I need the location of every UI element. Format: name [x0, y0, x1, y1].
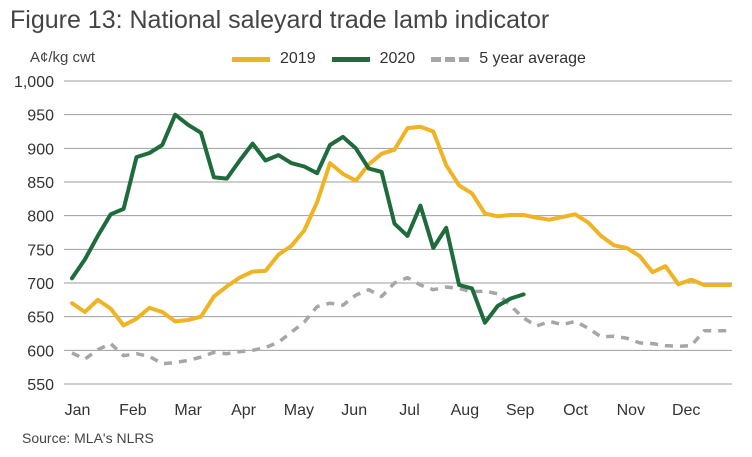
y-tick-label-950: 950	[27, 108, 54, 125]
x-tick-label-nov: Nov	[617, 402, 645, 419]
source-note: Source: MLA's NLRS	[22, 430, 154, 446]
x-tick-label-aug: Aug	[451, 402, 479, 419]
x-tick-label-apr: Apr	[231, 402, 257, 419]
x-tick-label-jul: Jul	[399, 402, 419, 419]
y-tick-label-800: 800	[27, 209, 54, 226]
legend-label-2019: 2019	[280, 50, 316, 67]
y-tick-label-650: 650	[27, 310, 54, 327]
y-tick-label-850: 850	[27, 175, 54, 192]
x-tick-label-jan: Jan	[65, 402, 91, 419]
y-tick-label-700: 700	[27, 276, 54, 293]
x-tick-label-oct: Oct	[563, 402, 588, 419]
legend-label-5-year-average: 5 year average	[479, 50, 586, 67]
legend-item-5-year-average: 5 year average	[431, 50, 586, 68]
y-tick-label-900: 900	[27, 141, 54, 158]
x-tick-label-sep: Sep	[506, 402, 535, 419]
legend-label-2020: 2020	[379, 50, 416, 67]
y-tick-label-600: 600	[27, 343, 54, 360]
y-tick-label-1000: 1,000	[14, 74, 54, 91]
x-tick-label-jun: Jun	[341, 402, 367, 419]
x-tick-label-may: May	[284, 402, 314, 419]
legend-item-2020: 2020	[331, 50, 416, 68]
series-line-5-year-average	[71, 275, 730, 366]
y-tick-label-750: 750	[27, 242, 54, 259]
legend-swatch-5-year-average	[431, 56, 470, 62]
legend-swatch-2020	[331, 56, 370, 62]
chart-legend: 2019 2020 5 year average	[232, 50, 602, 68]
x-tick-label-dec: Dec	[672, 402, 700, 419]
y-axis-unit-label: A¢/kg cwt	[30, 49, 96, 66]
x-tick-label-mar: Mar	[174, 402, 202, 419]
y-tick-label-550: 550	[27, 377, 54, 394]
series-line-2019	[70, 124, 732, 328]
legend-item-2019: 2019	[232, 50, 316, 68]
series-line-2020	[70, 112, 526, 325]
legend-swatch-2019	[232, 56, 270, 62]
chart-title: Figure 13: National saleyard trade lamb …	[10, 6, 550, 34]
x-tick-label-feb: Feb	[119, 402, 147, 419]
